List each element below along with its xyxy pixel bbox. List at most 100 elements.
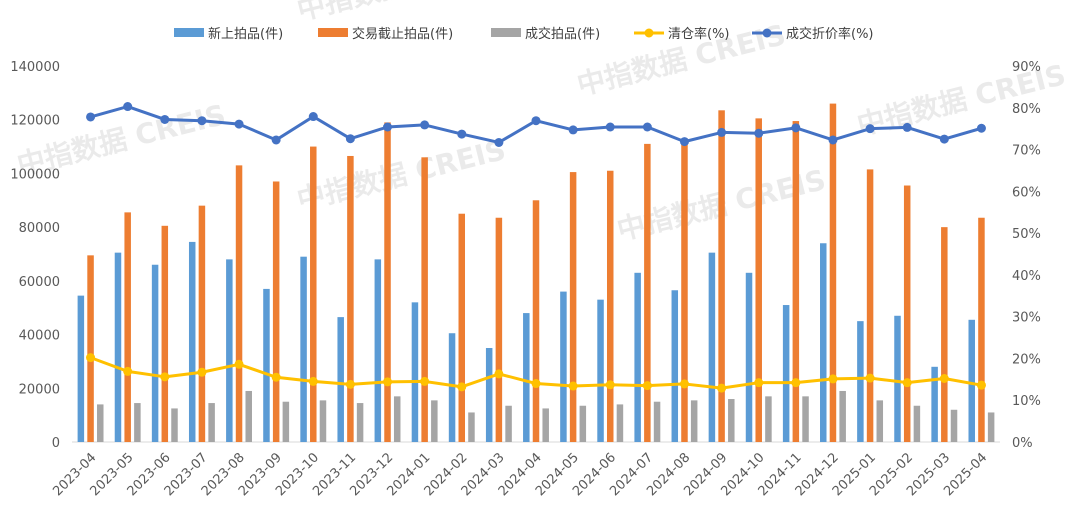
discount-rate-point [123,102,133,112]
discount-rate-point [86,112,96,122]
right-y-tick-label: 40% [1012,269,1041,284]
bar-sold [282,401,290,442]
clearance-rate-point [383,377,393,387]
bar-series-group [77,103,995,443]
bar-deal-closed [495,217,503,442]
legend-label: 新上拍品(件) [208,26,283,42]
bar-sold [839,390,846,442]
bar-new-listed [151,264,159,442]
bar-sold [987,412,995,442]
right-y-tick-label: 30% [1012,311,1041,326]
bar-new-listed [634,272,641,442]
discount-rate-point [791,123,801,133]
bar-deal-closed [198,205,206,442]
bar-sold [208,403,215,442]
bar-deal-closed [87,255,94,442]
bar-new-listed [114,252,122,442]
right-y-axis: 0% 10% 20% 30% 40% 50% 60% 70% 80% 90% [1012,60,1041,451]
bar-deal-closed [421,157,428,443]
bar-new-listed [226,259,233,442]
bar-new-listed [300,256,307,442]
bar-sold [690,400,698,442]
legend: 新上拍品(件) 交易截止拍品(件) 成交拍品(件) 清仓率(%) 成交折价率(%) [174,26,874,42]
clearance-rate-point [939,373,949,383]
discount-rate-point [234,119,244,129]
bar-sold [171,408,178,442]
discount-rate-point [642,122,652,132]
clearance-rate-point [679,379,689,389]
clearance-rate-point [86,353,96,363]
clearance-rate-point [902,378,912,388]
right-y-tick-label: 70% [1012,144,1041,159]
left-y-tick-label: 120000 [10,114,60,129]
clearance-rate-point [828,374,838,384]
right-y-tick-label: 60% [1012,185,1041,200]
bar-deal-closed [532,200,540,442]
right-y-tick-label: 90% [1012,60,1041,75]
bar-deal-closed [606,170,614,442]
bar-deal-closed [681,141,688,442]
right-y-tick-label: 80% [1012,102,1041,117]
bar-deal-closed [941,227,948,442]
clearance-rate-point [531,379,541,389]
bar-new-listed [485,348,493,442]
discount-rate-point [197,116,207,126]
bar-sold [950,409,958,442]
clearance-rate-point [123,366,133,376]
discount-rate-point [939,134,949,144]
bar-deal-closed [347,155,354,442]
bar-sold [802,396,809,442]
bar-deal-closed [161,225,169,442]
bar-new-listed [968,319,975,442]
bar-new-listed [708,252,716,442]
bar-new-listed [745,272,753,442]
legend-swatch-marker [644,28,654,38]
discount-rate-point [345,134,355,144]
bar-sold [97,404,104,442]
bar-deal-closed [792,121,800,443]
discount-rate-point [420,120,430,130]
bar-deal-closed [384,122,391,443]
legend-label: 交易截止拍品(件) [352,26,453,42]
bar-new-listed [560,291,567,442]
bar-sold [616,404,624,442]
bar-new-listed [894,315,901,442]
legend-label: 清仓率(%) [668,26,730,42]
left-y-tick-label: 40000 [19,329,60,344]
bar-sold [393,396,401,442]
bar-new-listed [857,321,864,442]
bar-new-listed [188,241,196,442]
discount-rate-point [976,123,986,133]
bar-sold [579,405,587,442]
bar-new-listed [77,295,85,442]
discount-rate-point [383,122,393,132]
bar-deal-closed [866,169,874,442]
legend-label: 成交折价率(%) [786,26,874,42]
clearance-rate-point [494,369,504,379]
clearance-rate-point [605,380,615,390]
bar-deal-closed [569,172,577,443]
legend-swatch-marker [762,28,772,38]
clearance-rate-point [308,376,318,386]
left-y-axis: 0 20000 40000 60000 80000 100000 120000 140000 [10,60,60,451]
legend-swatch [174,28,204,37]
clearance-rate-point [234,359,244,369]
clearance-rate-point [717,383,727,393]
bar-new-listed [523,313,530,442]
discount-rate-point [531,116,541,126]
bar-sold [728,399,735,442]
right-y-tick-label: 0% [1012,436,1033,451]
bar-sold [765,396,772,442]
clearance-rate-point [642,381,652,391]
bar-new-listed [448,333,456,442]
left-y-tick-label: 80000 [19,221,60,236]
discount-rate-point [828,135,838,145]
discount-rate-point [271,135,281,145]
discount-rate-point [494,137,504,147]
clearance-rate-point [754,378,764,388]
left-y-tick-label: 0 [52,436,60,451]
bar-new-listed [671,290,679,442]
right-y-tick-label: 50% [1012,227,1041,242]
discount-rate-point [457,129,467,139]
bar-sold [653,401,661,442]
